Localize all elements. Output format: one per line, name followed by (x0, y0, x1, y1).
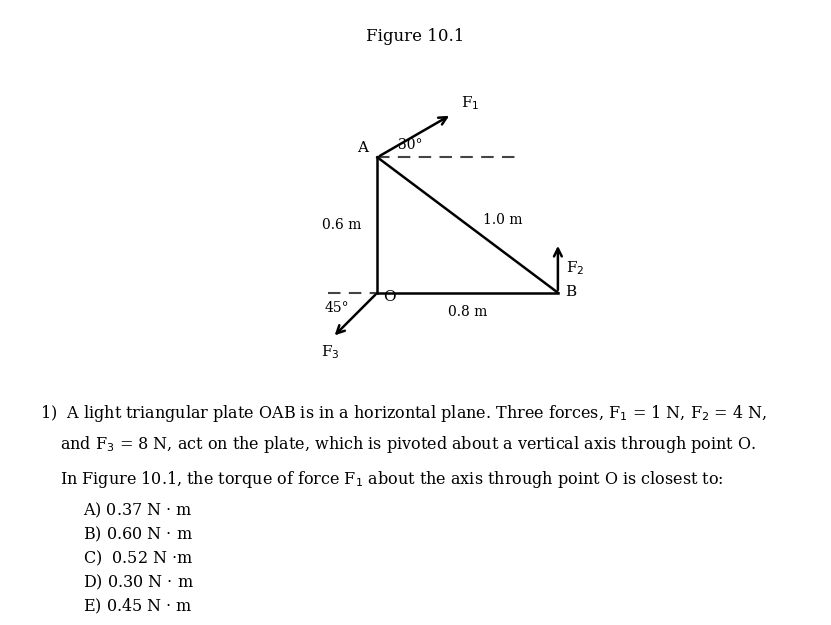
Text: 0.8 m: 0.8 m (448, 305, 487, 319)
Text: B) 0.60 N $\cdot$ m: B) 0.60 N $\cdot$ m (83, 525, 193, 544)
Text: D) 0.30 N $\cdot$ m: D) 0.30 N $\cdot$ m (83, 572, 194, 592)
Text: and F$_3$ = 8 N, act on the plate, which is pivoted about a vertical axis throug: and F$_3$ = 8 N, act on the plate, which… (60, 434, 756, 456)
Text: E) 0.45 N $\cdot$ m: E) 0.45 N $\cdot$ m (83, 596, 193, 616)
Text: 30°: 30° (398, 138, 422, 152)
Text: B: B (565, 284, 576, 299)
Text: In Figure 10.1, the torque of force F$_1$ about the axis through point O is clos: In Figure 10.1, the torque of force F$_1… (60, 469, 724, 490)
Text: A: A (357, 141, 368, 155)
Text: 1)  A light triangular plate OAB is in a horizontal plane. Three forces, F$_1$ =: 1) A light triangular plate OAB is in a … (40, 403, 767, 424)
Text: C)  0.52 N $\cdot$m: C) 0.52 N $\cdot$m (83, 549, 194, 568)
Text: 1.0 m: 1.0 m (484, 214, 523, 228)
Text: F$_2$: F$_2$ (566, 259, 584, 277)
Text: F$_3$: F$_3$ (321, 343, 340, 361)
Text: O: O (383, 291, 396, 304)
Text: 0.6 m: 0.6 m (322, 218, 361, 232)
Text: A) 0.37 N $\cdot$ m: A) 0.37 N $\cdot$ m (83, 501, 193, 521)
Text: F$_1$: F$_1$ (460, 94, 479, 112)
Text: Figure 10.1: Figure 10.1 (366, 28, 465, 45)
Text: 45°: 45° (324, 301, 349, 314)
